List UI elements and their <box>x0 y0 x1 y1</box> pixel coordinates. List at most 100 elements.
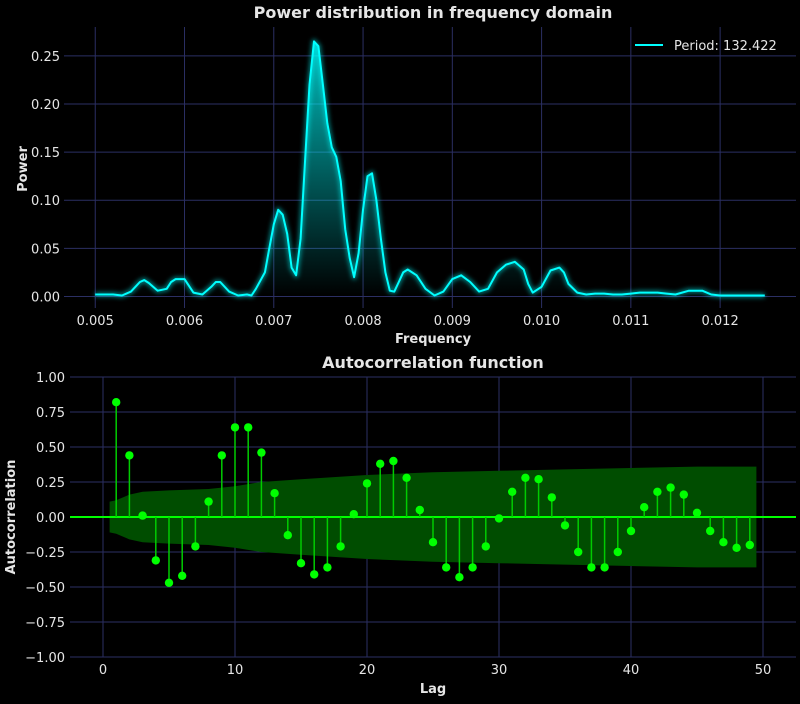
acf-marker <box>547 493 556 502</box>
acf-marker <box>376 459 385 468</box>
legend-label: Period: 132.422 <box>674 39 777 54</box>
power-y-tick-label: 0.20 <box>31 98 60 113</box>
acf-marker <box>653 487 662 496</box>
acf-marker <box>719 538 728 547</box>
acf-marker <box>244 423 253 432</box>
acf-marker <box>600 563 609 572</box>
acf-marker <box>217 451 226 460</box>
acf-marker <box>296 559 306 568</box>
acf-y-tick-label: 0.75 <box>36 406 65 421</box>
acf-y-ticks: −1.00 −0.75 −0.50 −0.25 0.00 0.25 0.50 0.75 1.00 <box>25 371 65 666</box>
acf-marker <box>494 514 504 523</box>
acf-marker <box>151 556 160 565</box>
acf-marker <box>164 578 174 587</box>
acf-x-tick-label: 20 <box>359 663 376 678</box>
acf-x-ticks: 0 10 20 30 40 50 <box>99 663 771 678</box>
acf-marker <box>112 398 121 407</box>
acf-marker <box>336 542 345 551</box>
acf-marker <box>732 543 741 552</box>
acf-marker <box>204 497 213 506</box>
power-y-axis-label: Power <box>16 146 31 192</box>
acf-y-tick-label: 1.00 <box>36 371 65 386</box>
acf-y-tick-label: −0.25 <box>25 546 65 561</box>
acf-y-tick-label: 0.50 <box>36 441 65 456</box>
acf-marker <box>481 542 490 551</box>
acf-y-tick-label: −0.50 <box>25 581 65 596</box>
acf-marker <box>362 479 372 488</box>
acf-marker <box>613 547 622 557</box>
power-x-tick-label: 0.011 <box>612 314 649 329</box>
acf-marker <box>455 573 464 582</box>
acf-marker <box>270 489 279 498</box>
acf-marker <box>428 538 438 547</box>
power-y-tick-label: 0.05 <box>31 242 60 257</box>
acf-marker <box>706 526 715 536</box>
power-x-axis-label: Frequency <box>395 332 472 347</box>
acf-marker <box>521 473 530 482</box>
autocorrelation-panel: Autocorrelation function 0 10 20 30 40 50 −1.… <box>4 353 796 697</box>
acf-marker <box>415 505 424 515</box>
acf-marker <box>257 448 266 457</box>
acf-y-tick-label: −1.00 <box>25 651 65 666</box>
power-x-tick-label: 0.008 <box>344 314 381 329</box>
acf-marker <box>442 563 451 572</box>
acf-marker <box>587 563 596 572</box>
acf-marker <box>138 511 147 520</box>
acf-x-tick-label: 30 <box>491 663 508 678</box>
acf-x-tick-label: 10 <box>227 663 244 678</box>
power-area-fill <box>95 41 765 297</box>
acf-marker <box>125 451 134 460</box>
acf-y-tick-label: 0.00 <box>36 511 65 526</box>
power-y-ticks: 0.00 0.05 0.10 0.15 0.20 0.25 <box>31 50 60 306</box>
acf-marker <box>349 510 358 519</box>
acf-x-tick-label: 40 <box>623 663 640 678</box>
power-chart-title: Power distribution in frequency domain <box>254 3 613 22</box>
acf-marker <box>310 570 319 579</box>
power-area <box>95 41 765 297</box>
power-y-tick-label: 0.00 <box>31 290 60 305</box>
acf-marker <box>402 473 411 482</box>
acf-chart-title: Autocorrelation function <box>322 353 544 372</box>
acf-marker <box>679 490 688 499</box>
acf-stems <box>70 398 796 587</box>
acf-marker <box>230 423 240 432</box>
power-x-tick-label: 0.007 <box>255 314 292 329</box>
power-line-glow <box>95 38 765 298</box>
acf-marker <box>745 540 754 550</box>
power-spectrum-panel: Power distribution in frequency domain 0… <box>16 3 796 347</box>
power-y-tick-label: 0.10 <box>31 194 60 209</box>
power-x-tick-label: 0.005 <box>77 314 114 329</box>
power-y-tick-label: 0.25 <box>31 50 60 65</box>
power-x-tick-label: 0.006 <box>166 314 203 329</box>
acf-x-tick-label: 0 <box>99 663 107 678</box>
acf-marker <box>534 475 543 484</box>
power-series-line <box>95 40 765 297</box>
power-y-tick-label: 0.15 <box>31 146 60 161</box>
acf-marker <box>283 531 292 540</box>
acf-marker <box>389 456 398 466</box>
acf-x-axis-label: Lag <box>420 682 446 697</box>
power-x-ticks: 0.005 0.006 0.007 0.008 0.009 0.010 0.011 0.012 <box>77 314 739 329</box>
acf-marker <box>508 487 517 496</box>
acf-x-tick-label: 50 <box>755 663 772 678</box>
acf-marker <box>626 526 636 536</box>
acf-marker <box>574 547 583 557</box>
acf-marker <box>692 508 702 517</box>
acf-y-tick-label: −0.75 <box>25 616 65 631</box>
acf-marker <box>640 503 649 512</box>
power-line-layer <box>95 38 765 298</box>
acf-y-axis-label: Autocorrelation <box>4 460 19 575</box>
acf-marker <box>468 563 477 572</box>
acf-y-tick-label: 0.25 <box>36 476 65 491</box>
acf-marker <box>560 521 570 530</box>
power-x-tick-label: 0.012 <box>702 314 739 329</box>
acf-marker <box>323 563 332 572</box>
power-x-tick-label: 0.009 <box>434 314 471 329</box>
acf-marker <box>666 483 675 492</box>
acf-marker <box>191 542 200 551</box>
power-legend: Period: 132.422 <box>635 39 777 54</box>
acf-marker <box>178 571 187 580</box>
power-x-tick-label: 0.010 <box>523 314 560 329</box>
power-chart-grid <box>64 27 796 308</box>
